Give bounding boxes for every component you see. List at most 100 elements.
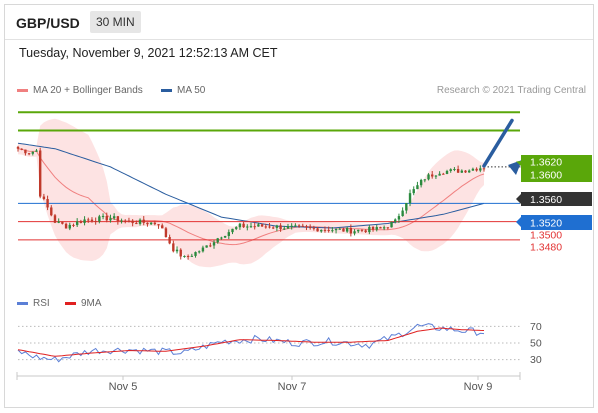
candle-body <box>312 227 316 229</box>
candle-body <box>153 222 157 225</box>
price-label-r1: 1.3600 <box>530 170 562 182</box>
candle-body <box>331 230 334 232</box>
candle-body <box>157 224 160 226</box>
candle-body <box>149 222 153 225</box>
chart-datetime: Tuesday, November 9, 2021 12:52:13 AM CE… <box>19 46 278 60</box>
pivot-label-pointer <box>516 217 521 227</box>
candle-body <box>290 225 293 227</box>
candle-body <box>468 170 471 173</box>
timeframe-badge[interactable]: 30 MIN <box>90 11 141 33</box>
candle-body <box>423 179 427 181</box>
candle-body <box>301 225 304 227</box>
candle-body <box>323 229 327 231</box>
candle-body <box>364 230 367 233</box>
legend-9ma-label: 9MA <box>81 298 102 309</box>
candle-body <box>464 170 467 173</box>
candle-body <box>357 229 360 232</box>
ma20-swatch <box>17 88 28 92</box>
candle-body <box>68 224 71 229</box>
candle-body <box>294 225 297 227</box>
candle-body <box>260 224 264 227</box>
candle-body <box>283 228 286 230</box>
candle-body <box>50 207 53 216</box>
candle-body <box>257 224 260 227</box>
candle-body <box>375 227 378 230</box>
candle-body <box>75 221 79 226</box>
price-label-pivot: 1.3520 <box>530 218 562 230</box>
candle-body <box>471 168 475 171</box>
rsi-level-label: 50 <box>530 338 542 350</box>
candle-body <box>24 149 27 154</box>
candle-body <box>275 225 279 228</box>
candle-body <box>20 148 23 150</box>
candle-body <box>46 199 49 208</box>
candle-body <box>38 150 42 197</box>
candle-body <box>416 185 419 190</box>
candle-body <box>120 220 123 222</box>
candle-body <box>427 174 430 180</box>
candle-body <box>223 235 227 238</box>
candle-body <box>379 227 382 229</box>
x-axis-label: Nov 5 <box>109 381 138 393</box>
candle-body <box>279 225 282 229</box>
candle-body <box>246 226 249 228</box>
candle-body <box>112 216 116 219</box>
candle-body <box>268 226 271 228</box>
candle-body <box>353 231 356 234</box>
candle-body <box>212 242 216 246</box>
research-credit: Research © 2021 Trading Central <box>436 85 586 96</box>
candle-body <box>238 223 242 228</box>
candle-body <box>338 228 341 230</box>
candle-body <box>308 227 312 229</box>
candle-body <box>445 170 449 174</box>
candle-body <box>475 168 478 171</box>
candle-body <box>460 170 464 173</box>
candle-body <box>138 219 142 224</box>
candle-body <box>231 228 234 233</box>
current-price-pointer <box>516 194 521 204</box>
forecast-arrow-shaft <box>482 118 514 168</box>
candle-body <box>209 245 212 247</box>
candle-body <box>142 219 145 223</box>
candle-body <box>305 226 308 228</box>
candle-body <box>175 249 179 252</box>
candle-body <box>27 153 31 155</box>
candle-body <box>87 219 90 221</box>
candle-body <box>394 219 397 222</box>
candle-body <box>16 146 20 149</box>
legend-ma20-label: MA 20 + Bollinger Bands <box>33 85 143 96</box>
candle-body <box>320 229 323 232</box>
candle-body <box>172 243 175 252</box>
candle-body <box>116 216 120 222</box>
candle-body <box>479 168 482 171</box>
price-label-s2: 1.3480 <box>530 242 562 254</box>
candle-body <box>438 173 441 176</box>
candle-body <box>334 228 338 231</box>
price-label-s1: 1.3500 <box>530 230 562 242</box>
candle-body <box>405 203 408 211</box>
candle-body <box>434 175 438 177</box>
candle-body <box>198 251 201 253</box>
candle-body <box>98 216 101 222</box>
price-label-r2: 1.3620 <box>530 157 562 169</box>
rsi-line <box>17 323 485 363</box>
candle-body <box>83 219 86 223</box>
candle-body <box>42 196 46 200</box>
candle-body <box>64 223 68 229</box>
legend-rsi: RSI <box>17 298 50 309</box>
pivot-label-box <box>521 215 592 230</box>
candle-body <box>31 151 34 154</box>
candle-body <box>168 237 171 244</box>
candle-body <box>57 221 60 223</box>
candle-body <box>327 229 330 231</box>
rsi-level-label: 30 <box>530 354 542 366</box>
candle-body <box>371 226 375 230</box>
candle-body <box>186 255 190 257</box>
candle-body <box>90 219 94 222</box>
candle-body <box>382 227 386 229</box>
ma9-swatch <box>65 301 76 305</box>
candle-body <box>194 252 197 256</box>
candle-body <box>386 227 390 229</box>
rsi-level-label: 70 <box>530 321 542 333</box>
